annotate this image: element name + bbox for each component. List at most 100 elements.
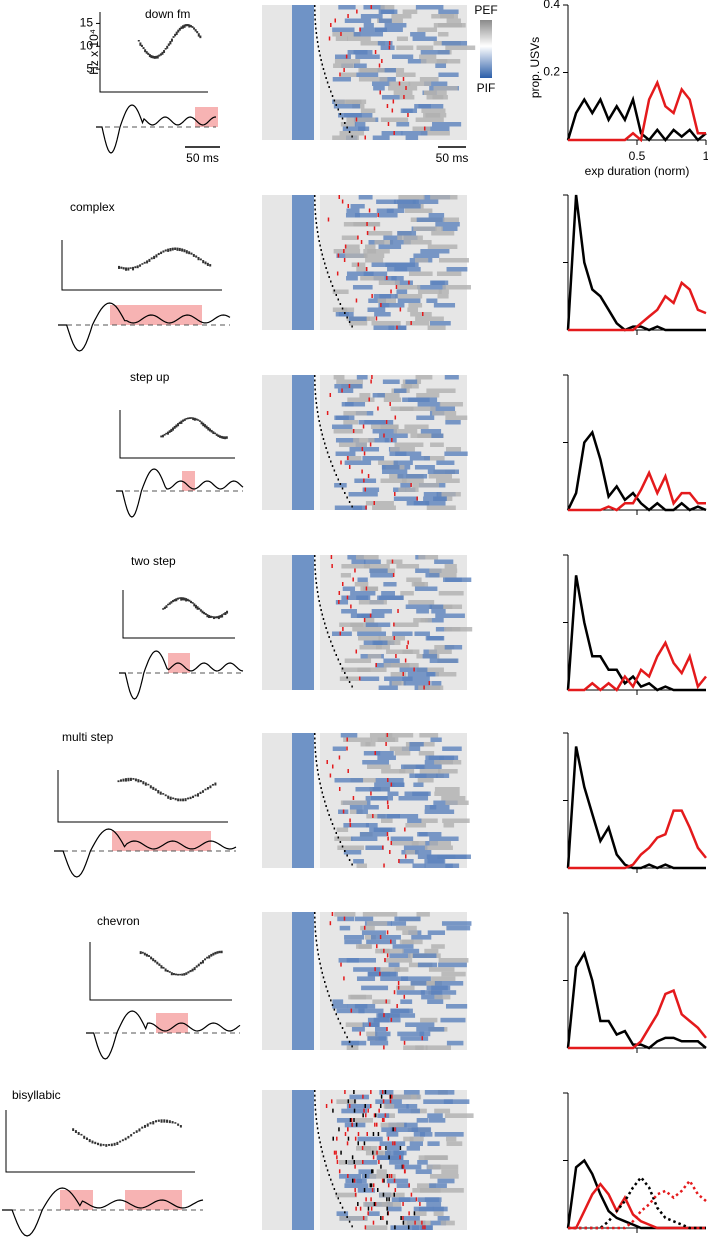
onset-dot xyxy=(328,1174,330,1176)
waveform xyxy=(116,468,244,518)
heatmap-blob xyxy=(341,402,354,407)
onset-dot xyxy=(317,1132,320,1134)
trace-dot xyxy=(152,786,155,790)
offset-tick xyxy=(408,280,410,285)
heatmap-blob xyxy=(429,1183,447,1188)
heatmap-blob xyxy=(381,818,393,823)
trace-dot xyxy=(197,256,200,261)
waveform xyxy=(86,1010,241,1060)
offset-tick xyxy=(387,778,389,782)
heatmap-blob xyxy=(415,316,444,321)
onset-dot xyxy=(316,1122,318,1125)
heatmap-blob xyxy=(389,1160,410,1165)
trace-dot xyxy=(172,797,175,800)
trace-dot xyxy=(155,254,158,258)
heatmap-blob xyxy=(437,1178,455,1184)
heatmap xyxy=(262,555,473,690)
heatmap-blob xyxy=(400,1036,429,1041)
heatmap-blob xyxy=(364,935,376,940)
trace-dot xyxy=(116,1141,119,1145)
offset-tick xyxy=(357,1132,360,1136)
heatmap xyxy=(262,912,472,1050)
heatmap-blob xyxy=(368,298,387,303)
trace-dot xyxy=(199,35,202,39)
trace-dot xyxy=(199,961,202,965)
offset-tick xyxy=(386,1197,388,1202)
heatmap-blob xyxy=(363,564,390,569)
trace-dot xyxy=(147,783,150,786)
heatmap-blob xyxy=(405,850,419,855)
heatmap-blob xyxy=(424,1090,455,1095)
onset-dot xyxy=(320,787,322,789)
heatmap-blob xyxy=(445,1004,468,1009)
offset-tick xyxy=(365,505,367,510)
heatmap-blob xyxy=(417,27,438,32)
heatmap-blob xyxy=(372,135,390,140)
offset-tick xyxy=(389,1094,392,1099)
onset-dot xyxy=(330,1178,332,1181)
heatmap-blob xyxy=(334,54,351,59)
trace-dot xyxy=(176,597,179,600)
heatmap-blob xyxy=(336,1118,351,1123)
heatmap-blob xyxy=(428,967,455,972)
trace-dot xyxy=(189,970,192,973)
offset-tick xyxy=(327,217,330,222)
offset-tick xyxy=(343,258,346,262)
heatmap-blob xyxy=(412,483,440,488)
heatmap-blob xyxy=(354,916,374,922)
heatmap-blob xyxy=(367,231,393,236)
heatmap-blob xyxy=(382,640,401,645)
heatmap-blob xyxy=(390,836,414,841)
trace-dot xyxy=(156,55,159,59)
offset-tick xyxy=(351,1122,354,1127)
trace-dot xyxy=(220,435,223,439)
heatmap-blob xyxy=(415,850,432,855)
trace-dot xyxy=(183,249,186,253)
heatmap-blob xyxy=(336,379,363,384)
trace-dot xyxy=(127,267,130,271)
heatmap-blob xyxy=(353,438,375,443)
offset-tick xyxy=(370,1104,372,1108)
heatmap-blob xyxy=(389,451,407,456)
heatmap-blob xyxy=(403,1136,414,1142)
trace-dot xyxy=(215,433,218,436)
offset-tick xyxy=(369,442,372,447)
trace-dot xyxy=(217,615,220,620)
heatmap-blob xyxy=(443,823,455,828)
offset-tick xyxy=(399,307,402,312)
offset-tick xyxy=(392,1141,394,1146)
heatmap-blob xyxy=(384,1113,395,1118)
offset-tick xyxy=(381,1090,384,1094)
heatmap-blob xyxy=(332,631,352,636)
onset-dot xyxy=(331,645,334,647)
trace-dot xyxy=(154,788,157,791)
heatmap-blob xyxy=(438,769,458,774)
offset-tick xyxy=(345,54,348,59)
heatmap-blob xyxy=(397,231,417,236)
heatmap-blob xyxy=(384,676,413,681)
trace-dot xyxy=(196,31,199,34)
offset-tick xyxy=(386,1174,389,1178)
heatmap-blob xyxy=(339,1216,368,1221)
trace-dot xyxy=(152,55,155,59)
offset-tick xyxy=(330,23,332,27)
heatmap-blob xyxy=(386,1132,399,1137)
trace-dot xyxy=(164,249,167,252)
heatmap-blob xyxy=(417,285,446,290)
heatmap-blob xyxy=(441,921,472,926)
heatmap-blob xyxy=(345,1022,365,1027)
heatmap-band xyxy=(292,912,314,1050)
heatmap-blob xyxy=(429,841,452,846)
heatmap-blob xyxy=(420,818,438,823)
offset-tick xyxy=(357,1141,359,1146)
trace-dot xyxy=(156,961,159,965)
heatmap-blob xyxy=(434,1132,464,1137)
trace-dot xyxy=(174,973,177,976)
trace-dot xyxy=(214,432,217,435)
heatmap-blob xyxy=(401,746,421,751)
trace-dot xyxy=(189,25,192,28)
heatmap-blob xyxy=(385,1104,409,1109)
heatmap-blob xyxy=(394,916,421,922)
heatmap-blob xyxy=(363,1146,378,1151)
heatmap-blob xyxy=(396,990,425,995)
